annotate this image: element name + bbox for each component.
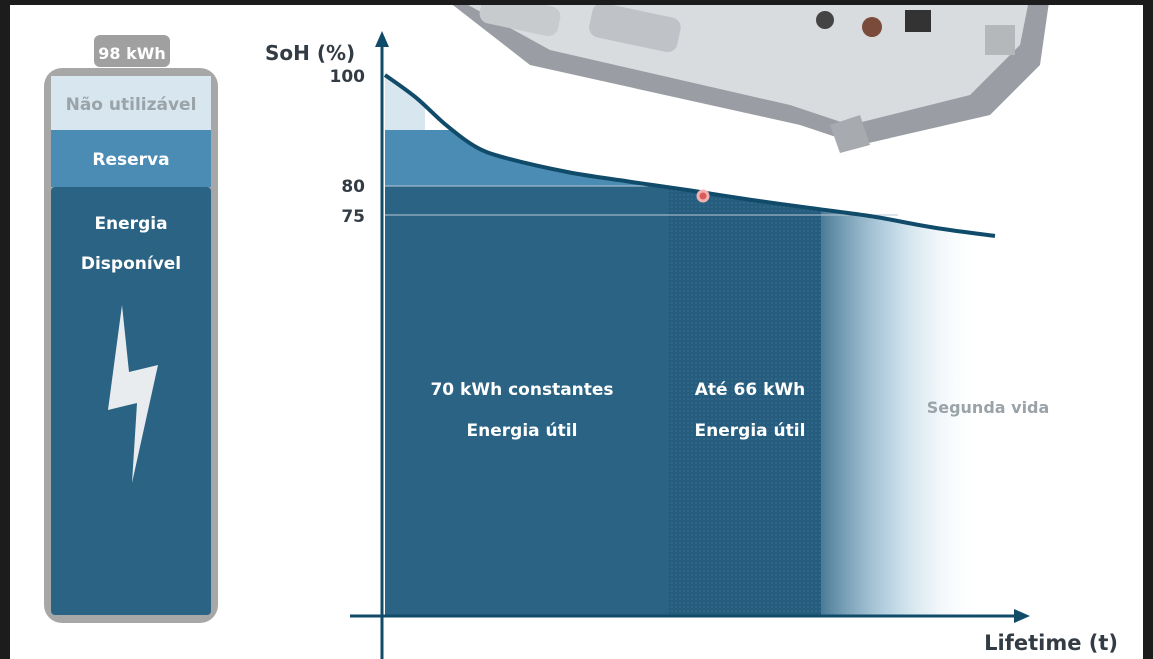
y-tick-80: 80: [341, 177, 365, 197]
second-life-label: Segunda vida: [927, 398, 1050, 417]
zone-reserve: [385, 130, 685, 186]
zone-second-life: [821, 186, 981, 616]
x-axis-label: Lifetime (t): [984, 631, 1118, 655]
battery-terminal: [94, 35, 170, 67]
battery-segment-reserve: [51, 130, 211, 187]
y-axis-arrow-icon: [375, 31, 389, 47]
curve-marker: [696, 189, 710, 203]
battery-capacity-label: 98 kWh: [98, 44, 166, 63]
battery-unusable-label: Não utilizável: [66, 95, 197, 115]
zone-constant-energy: [385, 186, 668, 616]
battery-pack-image: [452, 5, 1049, 153]
x-axis-arrow-icon: [1014, 609, 1030, 623]
chart-axes: SoH (%) Lifetime (t) 100 80 75: [265, 31, 1118, 659]
battery-reserve-label: Reserva: [92, 150, 169, 170]
chart-zones: [385, 75, 981, 616]
y-tick-75: 75: [341, 207, 365, 227]
soh-diagram: 98 kWh Não utilizável Reserva Energia Di…: [10, 5, 1143, 659]
battery-gauge: 98 kWh Não utilizável Reserva Energia Di…: [44, 35, 218, 623]
diagram-canvas: 98 kWh Não utilizável Reserva Energia Di…: [44, 5, 1118, 659]
zone-labels: 70 kWh constantes Energia útil Até 66 kW…: [430, 380, 1049, 441]
battery-available-label-2: Disponível: [81, 254, 181, 274]
soh-curve: [383, 73, 996, 238]
upto-zone-label-1: Até 66 kWh: [695, 380, 805, 400]
constant-zone-label-2: Energia útil: [467, 421, 578, 441]
constant-zone-label-1: 70 kWh constantes: [430, 380, 613, 400]
battery-segment-unusable: [51, 76, 211, 130]
y-axis-label: SoH (%): [265, 41, 355, 65]
zone-upto-energy: [668, 186, 821, 616]
upto-zone-label-2: Energia útil: [695, 421, 806, 441]
battery-available-label-1: Energia: [94, 214, 167, 234]
lightning-bolt-icon: [108, 305, 158, 483]
y-tick-100: 100: [330, 67, 366, 87]
